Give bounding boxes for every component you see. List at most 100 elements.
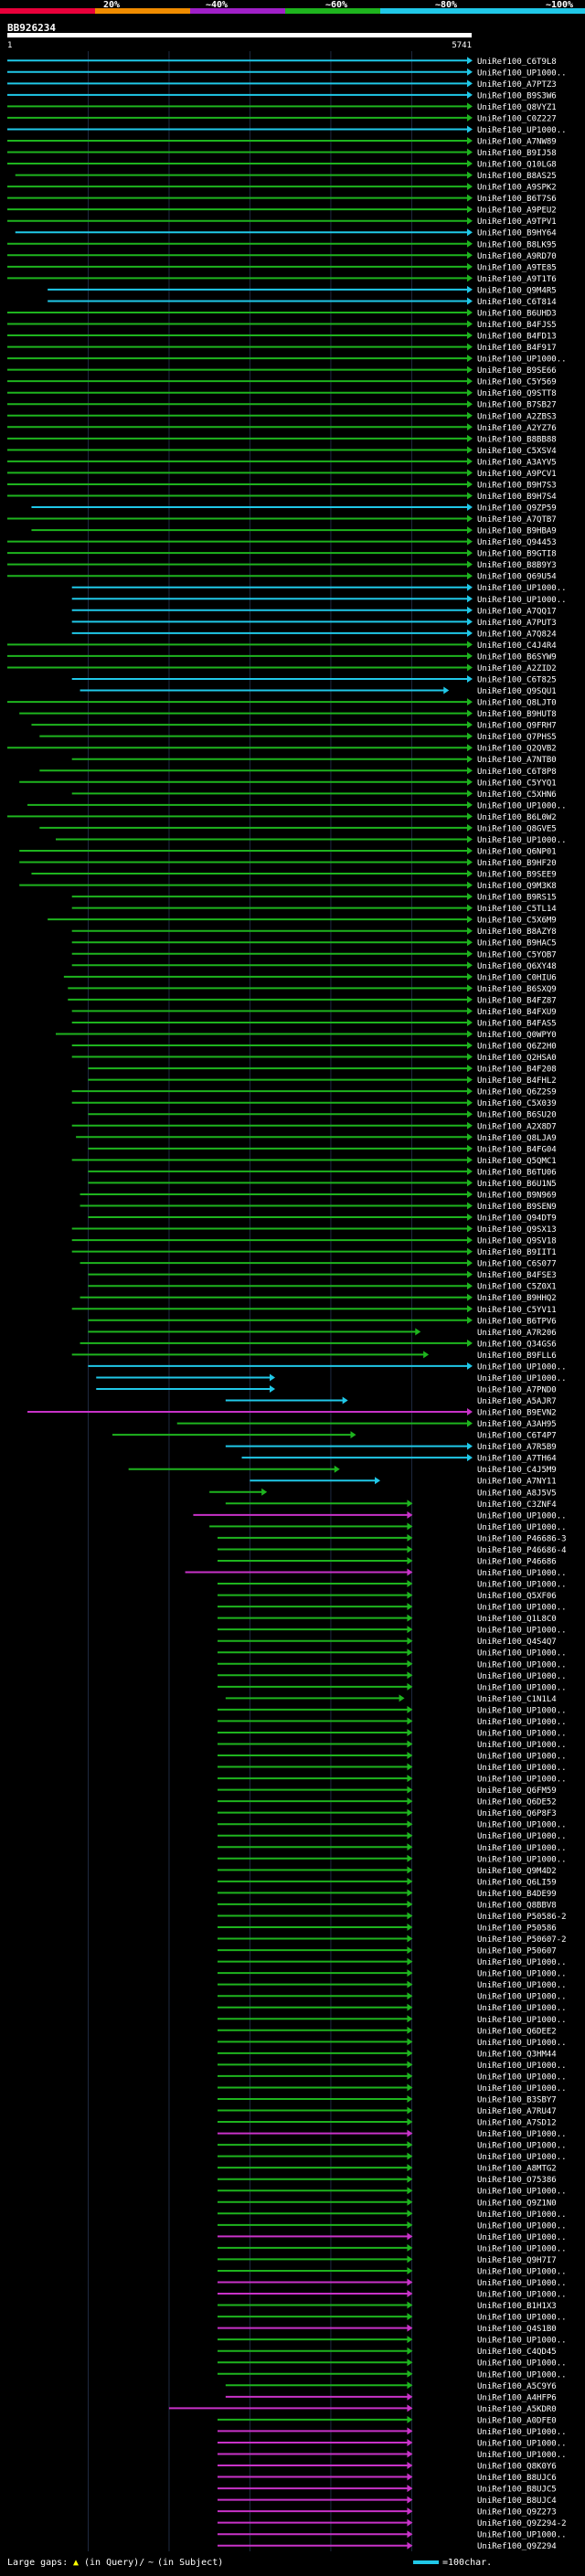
hit-label[interactable]: UniRef100_A9T1T6 — [477, 275, 557, 284]
hit-row[interactable]: UniRef100_B9SE66 — [7, 366, 557, 376]
hit-label[interactable]: UniRef100_B9FLL6 — [477, 1352, 557, 1361]
hit-label[interactable]: UniRef100_Q6DE52 — [477, 1798, 557, 1807]
hit-row[interactable]: UniRef100_A2X8D7 — [71, 1121, 557, 1132]
hit-row[interactable]: UniRef100_B8UJC4 — [217, 2496, 557, 2507]
hit-label[interactable]: UniRef100_Q9Z294 — [477, 2542, 557, 2551]
hit-label[interactable]: UniRef100_A7NW89 — [477, 137, 557, 146]
hit-label[interactable]: UniRef100_A7PND0 — [477, 1385, 557, 1394]
hit-label[interactable]: UniRef100_UP1000.. — [477, 2188, 567, 2197]
hit-label[interactable]: UniRef100_C6T8P8 — [477, 768, 557, 777]
hit-row[interactable]: UniRef100_B4F917 — [7, 343, 557, 354]
hit-row[interactable]: UniRef100_UP1000.. — [71, 595, 567, 605]
hit-label[interactable]: UniRef100_Q9STT8 — [477, 389, 557, 398]
hit-label[interactable]: UniRef100_B9HUT8 — [477, 710, 557, 719]
hit-label[interactable]: UniRef100_UP1000.. — [477, 2233, 567, 2242]
hit-row[interactable]: UniRef100_B9HHQ2 — [80, 1293, 557, 1304]
hit-row[interactable]: UniRef100_UP1000.. — [217, 2210, 567, 2220]
hit-label[interactable]: UniRef100_B9RS15 — [477, 894, 557, 903]
hit-row[interactable]: UniRef100_UP1000.. — [217, 2266, 567, 2277]
hit-label[interactable]: UniRef100_UP1000.. — [477, 2337, 567, 2346]
hit-row[interactable]: UniRef100_A8J5V5 — [209, 1488, 557, 1499]
hit-row[interactable]: UniRef100_A3AH95 — [176, 1419, 557, 1430]
hit-row[interactable]: UniRef100_Q8LJA9 — [76, 1133, 557, 1143]
hit-row[interactable]: UniRef100_B9SEN9 — [80, 1202, 557, 1212]
hit-label[interactable]: UniRef100_UP1000.. — [477, 2016, 567, 2025]
hit-row[interactable]: UniRef100_UP1000.. — [217, 2141, 567, 2151]
hit-row[interactable]: UniRef100_C5YYQ1 — [19, 778, 557, 789]
hit-label[interactable]: UniRef100_A5KDR0 — [477, 2405, 557, 2414]
hit-label[interactable]: UniRef100_B9EVN2 — [477, 1409, 557, 1418]
hit-row[interactable]: UniRef100_Q6DEE2 — [217, 2026, 557, 2037]
hit-row[interactable]: UniRef100_A0DFE0 — [217, 2415, 557, 2426]
hit-label[interactable]: UniRef100_B6TU06 — [477, 1168, 557, 1177]
hit-label[interactable]: UniRef100_UP1000.. — [477, 1627, 567, 1636]
hit-label[interactable]: UniRef100_B6T7S6 — [477, 195, 557, 204]
hit-row[interactable]: UniRef100_O75386 — [217, 2175, 557, 2186]
hit-row[interactable]: UniRef100_C6T825 — [71, 675, 557, 685]
hit-label[interactable]: UniRef100_C0Z227 — [477, 114, 557, 123]
hit-label[interactable]: UniRef100_Q4S1B0 — [477, 2325, 557, 2334]
hit-label[interactable]: UniRef100_A5C9Y6 — [477, 2382, 557, 2391]
hit-label[interactable]: UniRef100_UP1000.. — [477, 1581, 567, 1590]
hit-row[interactable]: UniRef100_B4FSE3 — [88, 1270, 557, 1281]
hit-label[interactable]: UniRef100_UP1000.. — [477, 1374, 567, 1383]
hit-row[interactable]: UniRef100_A7Q824 — [71, 629, 557, 640]
hit-label[interactable]: UniRef100_UP1000.. — [477, 1706, 567, 1715]
hit-row[interactable]: UniRef100_C4J5M9 — [128, 1465, 557, 1476]
hit-label[interactable]: UniRef100_A7QQ17 — [477, 607, 557, 616]
hit-label[interactable]: UniRef100_A7TH64 — [477, 1455, 557, 1464]
hit-label[interactable]: UniRef100_B9H7S4 — [477, 493, 557, 502]
hit-label[interactable]: UniRef100_A2X8D7 — [477, 1122, 557, 1131]
hit-row[interactable]: UniRef100_B9HF20 — [19, 858, 557, 869]
hit-row[interactable]: UniRef100_UP1000.. — [217, 2243, 567, 2254]
hit-row[interactable]: UniRef100_Q9Z294-2 — [217, 2518, 567, 2529]
hit-row[interactable]: UniRef100_UP1000.. — [217, 1980, 567, 1991]
hit-label[interactable]: UniRef100_Q9Z1N0 — [477, 2199, 557, 2208]
hit-row[interactable]: UniRef100_A9TPV1 — [7, 217, 557, 228]
hit-label[interactable]: UniRef100_C5X039 — [477, 1099, 557, 1108]
hit-label[interactable]: UniRef100_B8AS25 — [477, 172, 557, 181]
hit-row[interactable]: UniRef100_UP1000.. — [217, 2369, 567, 2380]
hit-label[interactable]: UniRef100_UP1000.. — [477, 1776, 567, 1785]
hit-row[interactable]: UniRef100_Q6XY48 — [71, 961, 557, 971]
hit-row[interactable]: UniRef100_A5C9Y6 — [225, 2381, 557, 2391]
hit-label[interactable]: UniRef100_Q8LJT0 — [477, 699, 557, 708]
hit-row[interactable]: UniRef100_Q9Z273 — [217, 2507, 557, 2518]
hit-label[interactable]: UniRef100_UP1000.. — [477, 2267, 567, 2276]
hit-label[interactable]: UniRef100_Q1L8C0 — [477, 1615, 557, 1624]
hit-label[interactable]: UniRef100_C6T9L8 — [477, 58, 557, 67]
hit-label[interactable]: UniRef100_Q6Z2S9 — [477, 1088, 557, 1097]
hit-label[interactable]: UniRef100_B4FJS5 — [477, 321, 557, 330]
hit-label[interactable]: UniRef100_B6TPV6 — [477, 1317, 557, 1326]
hit-label[interactable]: UniRef100_Q0WPY0 — [477, 1031, 557, 1040]
hit-label[interactable]: UniRef100_A9TPV1 — [477, 217, 557, 227]
hit-row[interactable]: UniRef100_C5X6M9 — [48, 916, 557, 926]
hit-label[interactable]: UniRef100_B7SB27 — [477, 401, 557, 410]
hit-label[interactable]: UniRef100_UP1000.. — [477, 1660, 567, 1670]
hit-label[interactable]: UniRef100_A9PCV1 — [477, 470, 557, 479]
hit-label[interactable]: UniRef100_Q5XF06 — [477, 1592, 557, 1601]
hit-row[interactable]: UniRef100_A7RU47 — [217, 2106, 557, 2117]
hit-row[interactable]: UniRef100_UP1000.. — [27, 800, 567, 811]
hit-row[interactable]: UniRef100_UP1000.. — [217, 1992, 567, 2002]
hit-label[interactable]: UniRef100_A7PUT3 — [477, 619, 557, 628]
hit-row[interactable]: UniRef100_UP1000.. — [217, 1682, 567, 1693]
hit-label[interactable]: UniRef100_B1H1X3 — [477, 2302, 557, 2311]
hit-row[interactable]: UniRef100_UP1000.. — [217, 2427, 567, 2437]
hit-row[interactable]: UniRef100_A4HFP6 — [225, 2392, 557, 2403]
hit-row[interactable]: UniRef100_UP1000.. — [217, 2038, 567, 2048]
hit-row[interactable]: UniRef100_B9HBA9 — [31, 526, 557, 536]
hit-label[interactable]: UniRef100_Q94453 — [477, 538, 557, 547]
hit-label[interactable]: UniRef100_A8J5V5 — [477, 1489, 557, 1498]
hit-row[interactable]: UniRef100_C5Y569 — [7, 377, 557, 387]
hit-row[interactable]: UniRef100_C3ZNF4 — [225, 1500, 557, 1510]
hit-label[interactable]: UniRef100_P46686 — [477, 1557, 557, 1566]
hit-label[interactable]: UniRef100_C4J5M9 — [477, 1466, 557, 1475]
hit-label[interactable]: UniRef100_C6S077 — [477, 1260, 557, 1269]
hit-row[interactable]: UniRef100_A9PEU2 — [7, 206, 557, 216]
hit-row[interactable]: UniRef100_P50586-2 — [217, 1912, 567, 1922]
hit-label[interactable]: UniRef100_Q9SQU1 — [477, 687, 557, 696]
hit-row[interactable]: UniRef100_C6T814 — [48, 297, 557, 307]
hit-row[interactable]: UniRef100_C5X039 — [71, 1098, 557, 1109]
hit-row[interactable]: UniRef100_UP1000.. — [217, 2072, 567, 2083]
